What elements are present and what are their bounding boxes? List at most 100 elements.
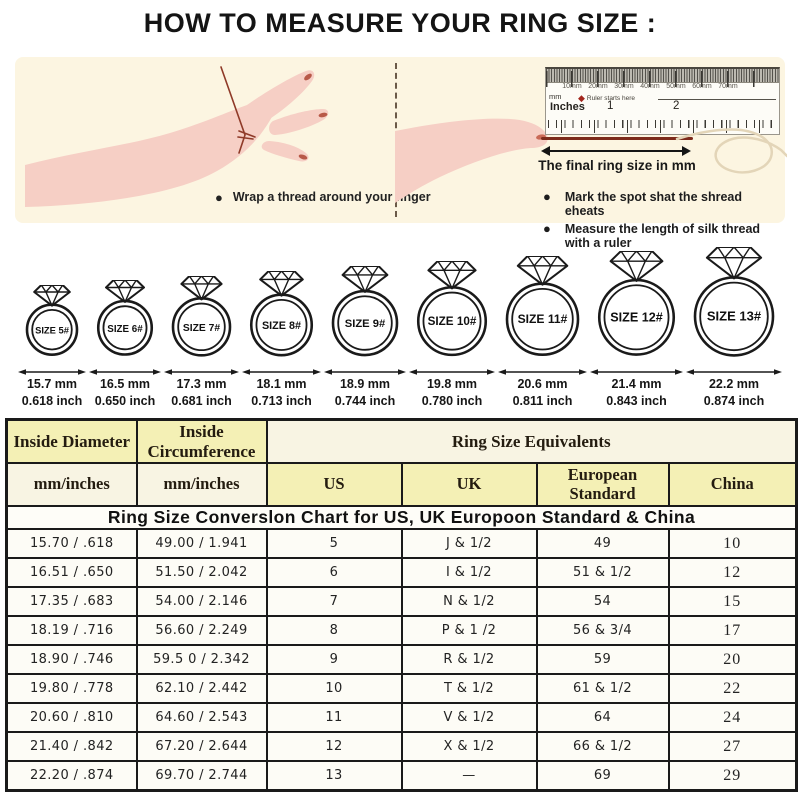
right-caption: ● Measure the length of silk thread with … xyxy=(543,222,785,250)
ring-item: SIZE 7# 17.3 mm 0.681 inch xyxy=(164,276,239,408)
cell-circumference: 67.20 / 2.644 xyxy=(135,731,268,762)
ring-diameter-mm: 17.3 mm xyxy=(176,377,227,391)
cell-us: 5 xyxy=(265,528,403,559)
cell-diameter: 17.35 / .683 xyxy=(5,586,138,617)
ring-diameter-mm: 20.6 mm xyxy=(517,377,568,391)
cell-uk: R & 1/2 xyxy=(400,644,538,675)
right-caption-text: Measure the length of silk thread with a… xyxy=(564,222,761,250)
ring-diameter-mm: 18.1 mm xyxy=(256,377,307,391)
diamond-ring-icon: SIZE 5# xyxy=(25,285,79,356)
ruler-mm-unit: mm xyxy=(549,92,562,101)
cell-china: 17 xyxy=(667,615,798,646)
header-china: China xyxy=(667,462,798,507)
cell-china: 29 xyxy=(667,760,798,792)
header-mm-inches-circumference: mm/inches xyxy=(135,462,268,507)
ruler-major-ticks xyxy=(546,71,779,87)
cell-circumference: 56.60 / 2.249 xyxy=(135,615,268,646)
cell-circumference: 62.10 / 2.442 xyxy=(135,673,268,704)
cell-diameter: 18.19 / .716 xyxy=(5,615,138,646)
diameter-arrow-icon xyxy=(324,369,406,375)
ring-item: SIZE 8# 18.1 mm 0.713 inch xyxy=(242,271,321,408)
header-inside-circumference: Inside Circumference xyxy=(135,418,268,464)
right-caption-text: Mark the spot shat the shread eheats xyxy=(564,190,742,218)
ruler: 10mm 20mm 30mm 40mm 50mm 60mm 70mm mm ◆ Ruler s… xyxy=(545,67,780,135)
ruler-inch-1: 1 xyxy=(607,100,614,112)
final-size-label: The final ring size in mm xyxy=(538,158,696,173)
diameter-arrow-icon xyxy=(686,369,782,375)
cell-china: 27 xyxy=(667,731,798,762)
header-uk: UK xyxy=(400,462,538,507)
ring-size-label: SIZE 13# xyxy=(707,308,762,323)
final-size-arrow-icon xyxy=(541,146,691,156)
cell-eu: 49 xyxy=(535,528,670,559)
table-row: 17.35 / .683 54.00 / 2.146 7 N & 1/2 54 15 xyxy=(5,586,798,617)
ring-diameter-inch: 0.744 inch xyxy=(334,394,396,408)
cell-diameter: 19.80 / .778 xyxy=(5,673,138,704)
header-european-standard: European Standard xyxy=(535,462,670,507)
bullet-icon: ● xyxy=(543,189,551,204)
diamond-ring-icon: SIZE 11# xyxy=(505,256,580,357)
ring-item: SIZE 13# 22.2 mm 0.874 inch xyxy=(686,247,782,408)
cell-china: 12 xyxy=(667,557,798,588)
right-caption: ● Mark the spot shat the shread eheats xyxy=(543,190,785,218)
cell-eu: 59 xyxy=(535,644,670,675)
table-row: 16.51 / .650 51.50 / 2.042 6 I & 1/2 51 & 1/… xyxy=(5,557,798,588)
cell-us: 9 xyxy=(265,644,403,675)
ring-size-label: SIZE 10# xyxy=(428,315,477,328)
table-header-row-1: Inside Diameter Inside Circumference Rin… xyxy=(5,418,798,464)
cell-us: 11 xyxy=(265,702,403,733)
diameter-arrow-icon xyxy=(18,369,86,375)
ruler-mm-label: 40mm xyxy=(640,83,660,90)
ruler-mm-label: 30mm xyxy=(614,83,634,90)
cell-us: 12 xyxy=(265,731,403,762)
ruler-inches-label: Inches xyxy=(550,101,585,113)
ruler-inch-2: 2 xyxy=(673,100,680,112)
cell-diameter: 16.51 / .650 xyxy=(5,557,138,588)
cell-diameter: 22.20 / .874 xyxy=(5,760,138,792)
cell-china: 15 xyxy=(667,586,798,617)
diameter-arrow-icon xyxy=(242,369,321,375)
diamond-ring-icon: SIZE 6# xyxy=(96,280,154,356)
cell-diameter: 20.60 / .810 xyxy=(5,702,138,733)
table-row: 15.70 / .618 49.00 / 1.941 5 J & 1/2 49 10 xyxy=(5,528,798,559)
ruler-start-text: Ruler starts here xyxy=(586,95,635,102)
ring-diameter-mm: 19.8 mm xyxy=(426,377,478,391)
ring-size-label: SIZE 6# xyxy=(107,324,143,335)
diamond-ring-icon: SIZE 13# xyxy=(693,247,775,357)
diameter-arrow-icon xyxy=(409,369,495,375)
ring-diameter-mm: 15.7 mm xyxy=(26,377,78,391)
right-captions: ● Mark the spot shat the shread eheats ● Me… xyxy=(543,190,785,254)
cell-china: 22 xyxy=(667,673,798,704)
header-mm-inches-diameter: mm/inches xyxy=(5,462,138,507)
thread-loop-icon xyxy=(675,128,787,174)
cell-uk: — xyxy=(400,760,538,792)
diameter-arrow-icon xyxy=(590,369,683,375)
ruler-mm-label: 60mm xyxy=(692,83,712,90)
cell-circumference: 49.00 / 1.941 xyxy=(135,528,268,559)
cell-us: 8 xyxy=(265,615,403,646)
ring-item: SIZE 11# 20.6 mm 0.811 inch xyxy=(498,256,587,408)
ring-diameter-mm: 18.9 mm xyxy=(339,377,391,391)
ring-item: SIZE 10# 19.8 mm 0.780 inch xyxy=(409,261,495,408)
table-row: 18.90 / .746 59.5 0 / 2.342 9 R & 1/2 59 20 xyxy=(5,644,798,675)
left-caption-text: Wrap a thread around your finger xyxy=(232,190,431,204)
table-row: 22.20 / .874 69.70 / 2.744 13—69 29 xyxy=(5,760,798,792)
table-title: Ring Size Converslon Chart for US, UK Eu… xyxy=(5,505,798,530)
table-row: 21.40 / .842 67.20 / 2.644 12 X & 1/2 66 & 1… xyxy=(5,731,798,762)
ring-diameter-mm: 21.4 mm xyxy=(611,377,662,391)
bullet-icon: ● xyxy=(215,189,223,205)
cell-diameter: 18.90 / .746 xyxy=(5,644,138,675)
ring-diameter-inch: 0.681 inch xyxy=(171,394,232,408)
ring-size-label: SIZE 7# xyxy=(183,323,220,334)
ruler-start-diamond-icon: ◆ xyxy=(578,93,585,103)
ruler-mm-label: 50mm xyxy=(666,83,686,90)
ring-diameter-inch: 0.618 inch xyxy=(21,394,83,408)
table-title-row: Ring Size Converslon Chart for US, UK Eu… xyxy=(5,505,798,530)
cell-circumference: 64.60 / 2.543 xyxy=(135,702,268,733)
cell-diameter: 15.70 / .618 xyxy=(5,528,138,559)
table-row: 20.60 / .810 64.60 / 2.543 11 V & 1/2 64 24 xyxy=(5,702,798,733)
cell-eu: 66 & 1/2 xyxy=(535,731,670,762)
cell-us: 13 xyxy=(265,760,403,792)
ring-item: SIZE 12# 21.4 mm 0.843 inch xyxy=(590,251,683,408)
ruler-mm-label: 10mm xyxy=(562,83,582,90)
